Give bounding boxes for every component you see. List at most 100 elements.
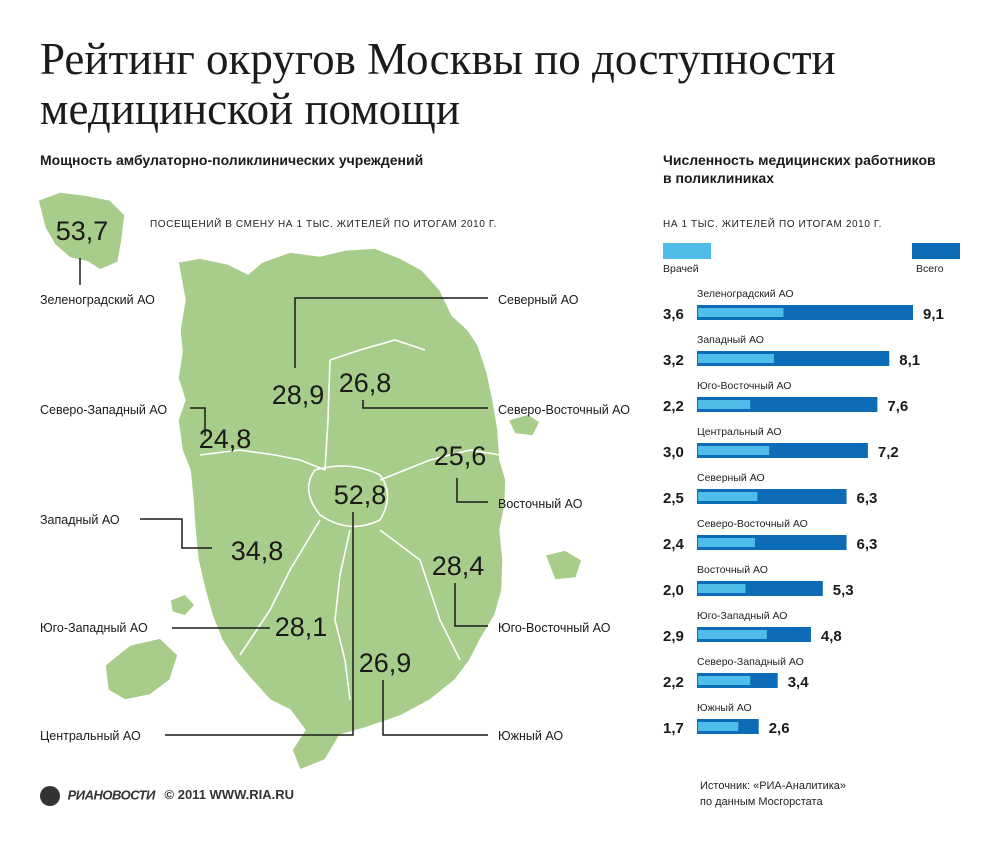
moscow-main-shape <box>177 247 507 771</box>
map-value: 52,8 <box>334 480 387 510</box>
district-border <box>329 339 426 361</box>
okrug-label: Юго-Восточный АО <box>498 621 611 635</box>
source-line: Источник: «РИА-Аналитика» <box>700 780 846 792</box>
leader-line <box>140 518 212 549</box>
map-value: 26,9 <box>359 648 412 678</box>
okrug-label: Северо-Западный АО <box>40 403 167 417</box>
okrug-label: Зеленоградский АО <box>40 293 155 307</box>
bar-total-value: 6,3 <box>857 536 878 553</box>
okrug-label: Восточный АО <box>498 497 583 511</box>
bar-doctors <box>698 630 767 639</box>
bar-total-value: 8,1 <box>899 352 920 369</box>
bar-category-label: Юго-Восточный АО <box>697 380 791 392</box>
legend-doctors-label: Врачей <box>663 263 699 275</box>
leader-line <box>190 407 206 436</box>
okrug-label: Северный АО <box>498 293 579 307</box>
leader-line <box>382 680 488 736</box>
bar-total-value: 3,4 <box>788 674 810 691</box>
leader-line <box>362 400 488 409</box>
bar-doctors-value: 3,6 <box>663 306 684 323</box>
moscow-map: 53,7 28,9 26,8 24,8 25,6 52,8 34,8 28,4 28,1 26,9… <box>37 191 630 771</box>
district-border <box>199 449 326 471</box>
bar-total <box>697 305 913 320</box>
bar-total <box>697 351 890 366</box>
bar-total-value: 2,6 <box>769 720 790 737</box>
bar-doctors <box>698 308 784 317</box>
bar-category-label: Зеленоградский АО <box>697 288 794 300</box>
leader-lines <box>79 258 488 736</box>
title-line: медицинской помощи <box>40 84 460 134</box>
bar-total-value: 9,1 <box>923 306 944 323</box>
map-value: 25,6 <box>434 441 487 471</box>
district-border <box>379 449 501 481</box>
leader-line <box>454 583 488 627</box>
bar-total-value: 7,2 <box>878 444 899 461</box>
bar-doctors <box>698 446 770 455</box>
bar-rows: Зеленоградский АО 3,6 9,1 Западный АО 3,2 8,1… <box>663 288 944 737</box>
southwest-enclave-shape <box>169 593 197 617</box>
bar-total <box>697 397 878 412</box>
district-borders <box>199 339 501 701</box>
bar-total-value: 6,3 <box>857 490 878 507</box>
map-value: 28,1 <box>275 612 328 642</box>
district-border <box>307 465 389 528</box>
zelenograd-shape <box>37 191 126 271</box>
bar-category-label: Южный АО <box>697 702 752 714</box>
map-value: 53,7 <box>56 216 109 246</box>
bar-doctors-value: 2,5 <box>663 490 684 507</box>
bar-total <box>697 535 847 550</box>
leader-line <box>456 478 488 503</box>
bar-doctors <box>698 400 751 409</box>
bar-category-label: Северо-Восточный АО <box>697 518 808 530</box>
bar-category-label: Восточный АО <box>697 564 768 576</box>
bar-category-label: Юго-Западный АО <box>697 610 787 622</box>
map-value: 28,9 <box>272 380 325 410</box>
left-subheading: посещений в смену на 1 тыс. жителей по и… <box>150 219 498 230</box>
legend-total-swatch <box>912 243 960 259</box>
left-heading: Мощность амбулаторно-поликлинических учр… <box>40 152 424 168</box>
source-line: по данным Мосгорстата <box>700 796 823 808</box>
bar-total-value: 4,8 <box>821 628 842 645</box>
district-border <box>334 529 351 701</box>
bar-total <box>697 443 868 458</box>
right-subheading: на 1 тыс. жителей по итогам 2010 г. <box>663 219 883 230</box>
bar-total <box>697 673 778 688</box>
okrug-label: Западный АО <box>40 513 120 527</box>
okrug-label: Центральный АО <box>40 729 141 743</box>
east-enclave-shape <box>506 413 541 437</box>
okrug-label: Северо-Восточный АО <box>498 403 630 417</box>
bar-doctors <box>698 354 774 363</box>
east-enclave-shape <box>543 549 583 581</box>
leader-line <box>165 512 354 736</box>
bar-category-label: Западный АО <box>697 334 764 346</box>
logo-text: РИАНОВОСТИ <box>67 787 156 803</box>
district-border <box>379 529 461 661</box>
title-line: Рейтинг округов Москвы по доступности <box>40 34 836 84</box>
bar-total-value: 7,6 <box>887 398 908 415</box>
okrug-label: Юго-Западный АО <box>40 621 148 635</box>
bar-doctors <box>698 584 746 593</box>
map-value: 24,8 <box>199 424 252 454</box>
page-title: Рейтинг округов Москвы по доступности ме… <box>40 34 940 134</box>
bar-doctors <box>698 676 751 685</box>
bar-doctors-value: 3,2 <box>663 352 684 369</box>
bar-doctors-value: 2,9 <box>663 628 684 645</box>
bar-category-label: Центральный АО <box>697 426 782 438</box>
southwest-enclave-shape <box>104 637 179 701</box>
bar-total <box>697 627 811 642</box>
legend-doctors-swatch <box>663 243 711 259</box>
bar-doctors-value: 2,2 <box>663 674 684 691</box>
bar-doctors-value: 2,2 <box>663 398 684 415</box>
copyright: © 2011 WWW.RIA.RU <box>164 787 295 803</box>
leader-line <box>294 297 488 368</box>
bar-doctors-value: 2,4 <box>663 536 685 553</box>
map-value: 26,8 <box>339 368 392 398</box>
okrug-labels: Зеленоградский АО Северный АО Северо-Восто… <box>40 293 630 743</box>
right-heading-line: в поликлиниках <box>663 170 774 186</box>
bar-total-value: 5,3 <box>833 582 854 599</box>
bar-doctors <box>698 492 758 501</box>
right-heading: Численность медицинских работников в пол… <box>663 151 936 187</box>
bar-category-label: Северный АО <box>697 472 765 484</box>
map-values: 53,7 28,9 26,8 24,8 25,6 52,8 34,8 28,4 28,1 26,9 <box>56 216 487 678</box>
district-border <box>239 519 321 656</box>
